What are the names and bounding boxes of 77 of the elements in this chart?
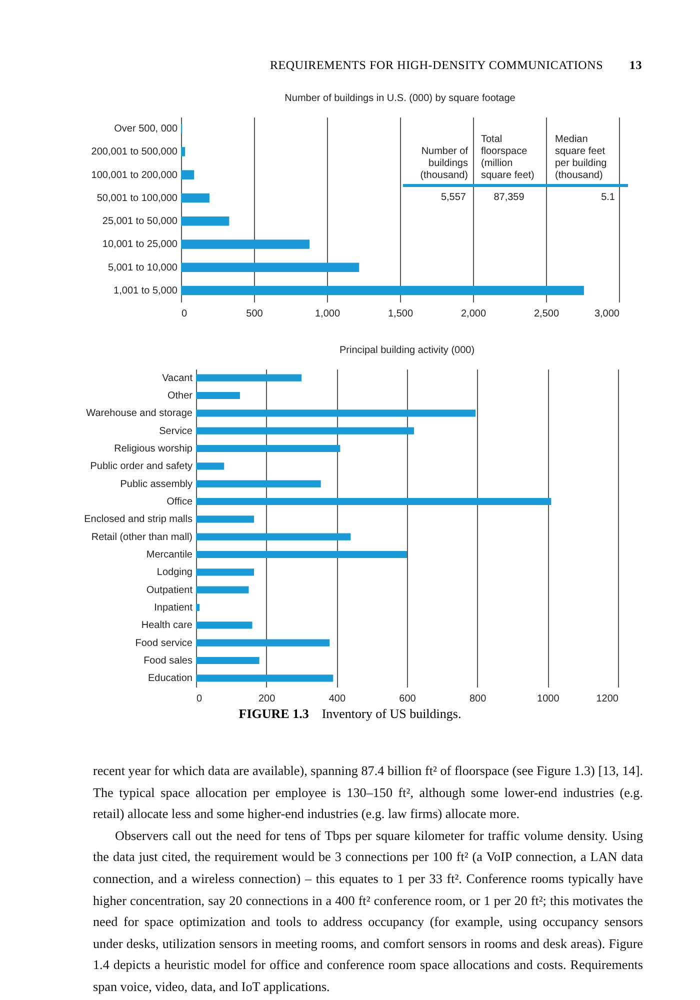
y-tick-label: Inpatient — [154, 602, 193, 614]
x-tick-label: 600 — [399, 694, 416, 704]
bar — [196, 462, 224, 470]
y-tick-label: Food service — [135, 638, 193, 649]
y-tick-label: Education — [148, 673, 192, 684]
bar — [196, 656, 260, 664]
y-tick-label: Office — [166, 496, 193, 508]
y-tick-label: Mercantile — [146, 550, 193, 560]
bar — [196, 374, 302, 382]
x-tick-label: 3,000 — [594, 308, 620, 320]
bar — [196, 604, 200, 612]
x-tick-label: 1200 — [596, 694, 619, 704]
x-tick-label: 2,000 — [460, 308, 486, 320]
annotation: Number of buildings (thousand) — [419, 146, 468, 182]
bar — [196, 586, 249, 594]
bar — [196, 480, 321, 488]
y-tick-label: 1,001 to 5,000 — [114, 285, 178, 296]
bar — [196, 568, 254, 576]
bar — [196, 622, 252, 629]
y-tick-label: Vacant — [162, 372, 193, 384]
bar — [196, 639, 330, 646]
x-tick-label: 200 — [258, 694, 276, 704]
y-tick-label: Public order and safety — [90, 461, 192, 472]
bar — [181, 147, 186, 156]
bar — [196, 427, 414, 434]
y-tick-label: Lodging — [156, 567, 192, 578]
y-tick-label: Outpatient — [146, 584, 193, 596]
chart-title: Principal building activity (000) — [339, 345, 475, 356]
text: REQUIREMENTS FOR HIGH-DENSITY COMMUNICATIONS 13 — [270, 58, 642, 72]
y-tick-label: Warehouse and storage — [86, 408, 193, 420]
chart-title: Number of buildings in U.S. (000) by square footage — [284, 93, 516, 104]
bar — [181, 262, 360, 272]
bar — [181, 216, 230, 226]
bar — [196, 516, 254, 523]
text: Observers call out the need for tens of Tbps per square kilometer for traffic volume density. Using the data just cited, the requirement would be 3 connections per 100 ft² (a VoIP connection, a LAN data connection, and a wireless connection) – this equates to 1 per 33 ft². Conference rooms typically have higher concentration, say 20 connections in a 400 ft² conference room, or 1 per 20 ft²; this motivates the need for space optimization and tools to address occupancy (for example, using occupancy sensors under desks, utilization sensors in meeting rooms, and comfort sensors in rooms and desk areas). Figure 1.4 depicts a heuristic model for office and conference room space allocations and costs. Requirements span voice, video, data, and IoT applications. — [93, 826, 643, 996]
bar — [196, 444, 340, 452]
text: recent year for which data are available), spanning 87.4 billion ft² of floorspace (see Figure 1.3) [13, 14]. The typical space allocation per employee is 130–150 ft², although some lower-end industries (e.g. retail) allocate less and some higher-end industries (e.g. law firms) allocate more. — [93, 762, 643, 824]
bar — [196, 410, 476, 417]
x-tick-label: 0 — [182, 308, 188, 320]
annotation: 5.1 — [600, 192, 615, 204]
annotation: Total floorspace (million square feet) — [481, 134, 536, 182]
y-tick-label: Enclosed and strip malls — [84, 514, 192, 526]
x-tick-label: 0 — [196, 694, 202, 704]
x-tick-label: 1,500 — [388, 308, 414, 320]
bar — [181, 240, 310, 249]
y-tick-label: Public assembly — [120, 478, 192, 490]
bar — [181, 286, 584, 296]
bar — [196, 498, 552, 506]
y-tick-label: Service — [159, 426, 193, 437]
y-tick-label: 5,001 to 10,000 — [108, 262, 178, 274]
x-tick-label: 500 — [246, 308, 264, 320]
y-tick-label: 100,001 to 200,000 — [91, 170, 178, 181]
annotation: 87,359 — [492, 192, 526, 204]
y-tick-label: Retail (other than mall) — [91, 532, 192, 543]
y-tick-label: 25,001 to 50,000 — [102, 216, 178, 228]
bar — [196, 533, 351, 540]
y-tick-label: Health care — [141, 620, 193, 632]
y-tick-label: 10,001 to 25,000 — [102, 239, 178, 250]
annotation: 5,557 — [440, 192, 466, 204]
x-tick-label: 400 — [328, 694, 346, 704]
x-tick-label: 800 — [469, 694, 487, 704]
x-tick-label: 2,500 — [534, 308, 560, 320]
y-tick-label: Religious worship — [114, 444, 193, 454]
bar — [196, 674, 334, 682]
annotation: Median square feet per building (thousand) — [555, 134, 608, 182]
y-tick-label: 50,001 to 100,000 — [96, 192, 178, 204]
y-tick-label: 200,001 to 500,000 — [91, 146, 178, 158]
bar — [181, 193, 210, 203]
y-tick-label: Other — [167, 390, 194, 402]
bar — [196, 550, 407, 558]
y-tick-label: Over 500, 000 — [114, 124, 178, 135]
y-tick-label: Food sales — [144, 656, 192, 666]
x-tick-label: 1,000 — [314, 308, 340, 320]
x-tick-label: 1000 — [537, 694, 560, 704]
bar — [196, 392, 240, 400]
bar — [181, 170, 194, 180]
caption: FIGURE 1.3 Inventory of US buildings. — [238, 706, 462, 722]
